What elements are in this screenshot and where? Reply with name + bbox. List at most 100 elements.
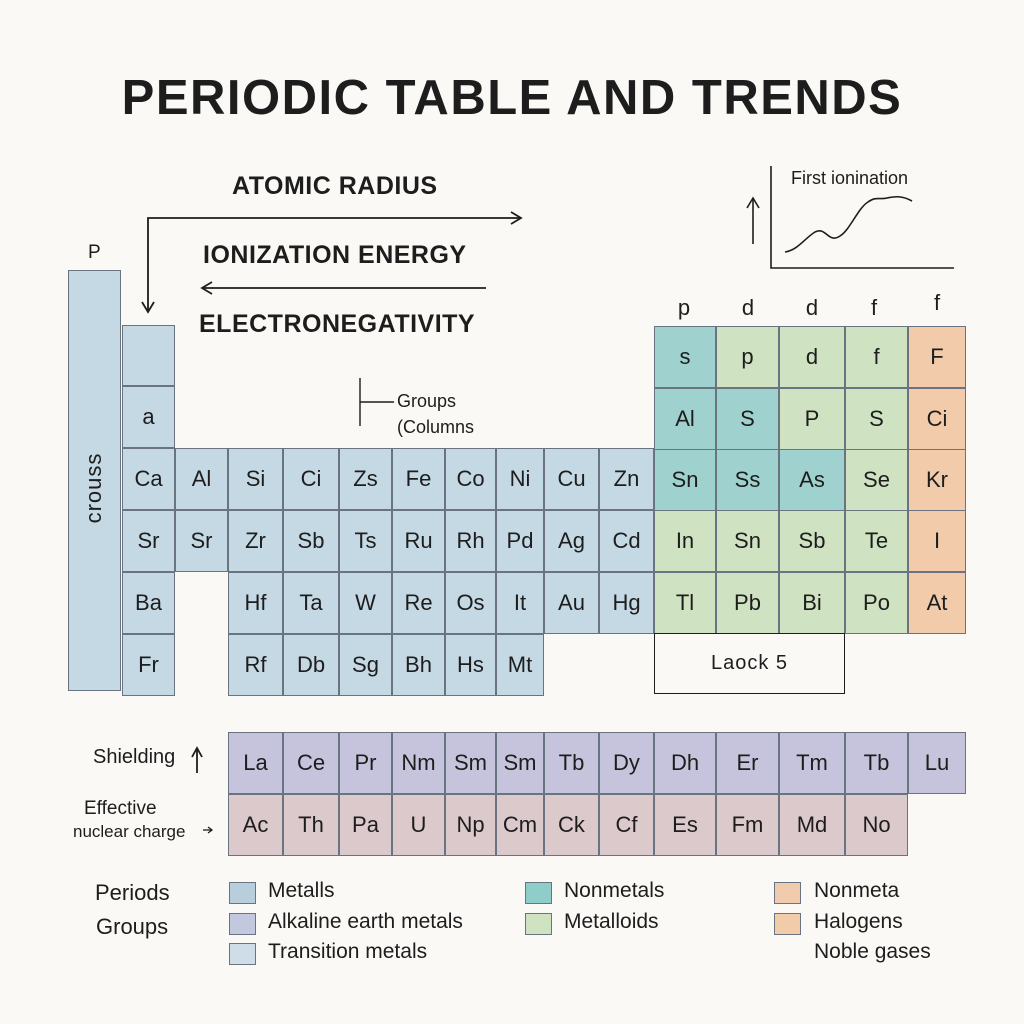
element-cell-hs: Hs [445, 634, 496, 696]
element-cell-hf: Hf [228, 572, 283, 634]
element-cell-cu: Cu [544, 448, 599, 510]
element-cell-it: It [496, 572, 544, 634]
legend-swatch-transition [229, 943, 256, 965]
element-cell-co: Co [445, 448, 496, 510]
block-header: p [677, 295, 691, 320]
element-cell-cm: Cm [496, 794, 544, 856]
element-cell-pd: Pd [496, 510, 544, 572]
element-cell-al: Al [175, 448, 228, 510]
groups-label-line1: Groups [397, 391, 457, 411]
element-cell-f: F [908, 326, 966, 388]
element-cell-d: d [779, 326, 845, 388]
element-cell-ac: Ac [228, 794, 283, 856]
element-cell-er: Er [716, 732, 779, 794]
element-cell-p: P [779, 388, 845, 450]
element-cell-f: f [845, 326, 908, 388]
element-cell-ci: Ci [283, 448, 339, 510]
element-cell-la: La [228, 732, 283, 794]
element-cell-lu: Lu [908, 732, 966, 794]
element-cell-kr: Kr [908, 449, 966, 511]
element-cell-te: Te [845, 510, 908, 572]
element-cell-w: W [339, 572, 392, 634]
element-cell-ba: Ba [122, 572, 175, 634]
element-cell-i: I [908, 510, 966, 572]
element-cell-sn: Sn [654, 449, 716, 511]
ionization-energy-label: IONIZATION ENERGY [203, 241, 467, 269]
block-header: d [805, 295, 819, 320]
shielding-arrow-icon [191, 746, 203, 773]
ionization-energy-arrow-icon [200, 281, 486, 295]
element-cell-ci: Ci [908, 388, 966, 450]
element-cell-sg: Sg [339, 634, 392, 696]
groups-bracket-icon [359, 378, 394, 426]
element-cell-s: s [654, 326, 716, 388]
groups-label-line2: (Columns [397, 417, 475, 437]
element-cell-zr: Zr [228, 510, 283, 572]
element-cell-ce: Ce [283, 732, 339, 794]
legend-swatch-nonmetals [525, 882, 552, 904]
side-period-column [68, 270, 121, 691]
electronegativity-label: ELECTRONEGATIVITY [199, 310, 476, 338]
element-cell-sb: Sb [779, 510, 845, 572]
legend-swatch-halogens [774, 913, 801, 935]
element-cell-si: Si [228, 448, 283, 510]
element-cell-es: Es [654, 794, 716, 856]
element-cell-rf: Rf [228, 634, 283, 696]
element-cell-fr: Fr [122, 634, 175, 696]
element-cell-ca: Ca [122, 448, 175, 510]
legend-swatch-metalloids [525, 913, 552, 935]
legend-alkaline: Alkaline earth metals [268, 910, 463, 933]
element-cell-dy: Dy [599, 732, 654, 794]
element-cell-ts: Ts [339, 510, 392, 572]
side-column-label: crouss [81, 452, 106, 524]
legend-noble: Noble gases [814, 940, 931, 963]
element-cell-no: No [845, 794, 908, 856]
effective-label-line1: Effective [84, 798, 157, 819]
element-cell-ck: Ck [544, 794, 599, 856]
mini-chart-label: First ionination [791, 168, 909, 188]
element-cell-ag: Ag [544, 510, 599, 572]
element-cell-sm: Sm [496, 732, 544, 794]
effective-label-line2: nuclear charge [73, 822, 186, 841]
element-cell-in: In [654, 510, 716, 572]
element-cell-re: Re [392, 572, 445, 634]
legend-swatch-nonmeta [774, 882, 801, 904]
effective-charge-arrow-icon [203, 826, 214, 834]
element-cell-db: Db [283, 634, 339, 696]
atomic-radius-arrow-icon [141, 211, 523, 314]
element-cell-bi: Bi [779, 572, 845, 634]
element-cell-pb: Pb [716, 572, 779, 634]
periods-label: Periods [95, 880, 170, 905]
element-cell-nm: Nm [392, 732, 445, 794]
shielding-label: Shielding [93, 746, 176, 768]
element-cell-tb: Tb [845, 732, 908, 794]
legend-swatch-metals [229, 882, 256, 904]
block-header: f [933, 290, 941, 315]
mini-ionization-chart [746, 166, 954, 269]
groups-bottom-label: Groups [96, 914, 169, 939]
period-marker: P [88, 242, 101, 263]
element-cell-bh: Bh [392, 634, 445, 696]
element-cell-sr: Sr [122, 510, 175, 572]
element-cell-ni: Ni [496, 448, 544, 510]
legend-nonmetals: Nonmetals [564, 879, 665, 902]
element-cell-cf: Cf [599, 794, 654, 856]
element-cell-as: As [779, 449, 845, 511]
element-cell-se: Se [845, 449, 908, 511]
legend-transition: Transition metals [268, 940, 428, 963]
element-cell-fm: Fm [716, 794, 779, 856]
element-cell-p: p [716, 326, 779, 388]
block-header: d [741, 295, 755, 320]
element-cell-empty [122, 325, 175, 386]
legend-metals: Metalls [268, 879, 335, 902]
element-cell-pa: Pa [339, 794, 392, 856]
element-cell-mt: Mt [496, 634, 544, 696]
block-header: f [870, 295, 878, 320]
element-cell-tb: Tb [544, 732, 599, 794]
page-title: PERIODIC TABLE AND TRENDS [121, 71, 903, 125]
legend-nonmeta: Nonmeta [814, 879, 900, 902]
element-cell-ss: Ss [716, 449, 779, 511]
groups-columns-label: Groups (Columns [397, 388, 474, 440]
element-cell-al: Al [654, 388, 716, 450]
element-cell-md: Md [779, 794, 845, 856]
